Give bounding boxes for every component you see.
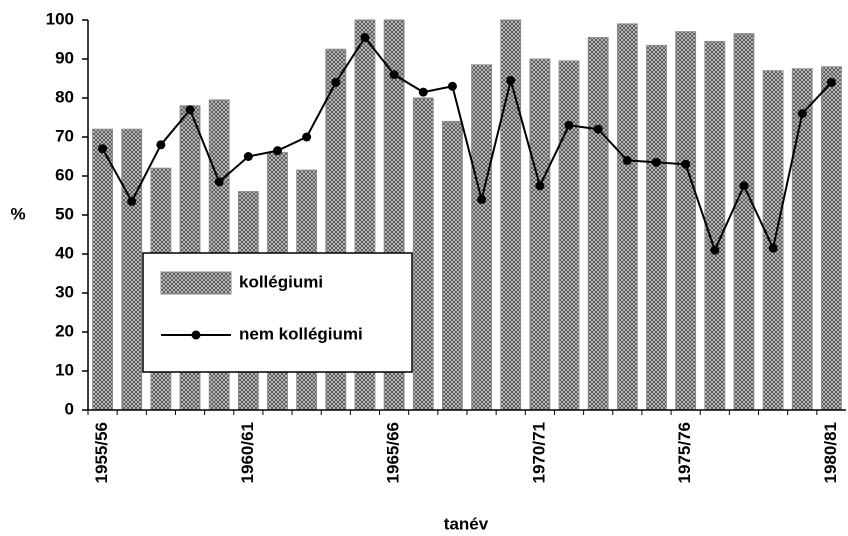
x-tick-label: 1960/61 xyxy=(238,422,257,483)
point xyxy=(302,132,312,142)
bar xyxy=(471,64,492,411)
bar xyxy=(791,68,813,411)
point xyxy=(564,120,574,130)
point xyxy=(389,70,399,80)
point xyxy=(127,196,137,206)
bar xyxy=(558,60,580,411)
point xyxy=(826,77,836,87)
legend-marker xyxy=(191,330,201,340)
line xyxy=(101,35,833,253)
point xyxy=(98,144,108,154)
bar xyxy=(733,33,755,411)
point xyxy=(681,159,691,169)
point xyxy=(593,124,603,134)
x-tick-label: 1980/81 xyxy=(821,422,840,483)
point xyxy=(768,243,778,253)
y-tick-label: 10 xyxy=(55,360,74,379)
point xyxy=(331,77,341,87)
x-axis-label: tanév xyxy=(444,514,489,533)
point xyxy=(360,33,370,43)
bar xyxy=(442,120,463,411)
point xyxy=(622,155,632,165)
bar xyxy=(412,97,434,411)
legend-label: kollégiumi xyxy=(239,272,323,291)
y-tick-label: 80 xyxy=(55,87,74,106)
y-tick-label: 60 xyxy=(55,165,74,184)
point xyxy=(506,75,516,85)
bar xyxy=(616,23,638,411)
bar xyxy=(821,66,842,411)
x-tick-label: 1965/66 xyxy=(384,422,403,483)
bar xyxy=(762,70,784,411)
point xyxy=(243,152,253,161)
bar xyxy=(529,58,551,411)
point xyxy=(652,157,661,167)
bar xyxy=(704,40,726,411)
point xyxy=(214,177,224,187)
bar xyxy=(587,37,609,411)
legend-label: nem kollégiumi xyxy=(239,324,363,343)
y-tick-label: 50 xyxy=(55,204,74,223)
point xyxy=(273,146,282,156)
y-tick-label: 20 xyxy=(55,321,74,340)
legend-box xyxy=(142,252,413,373)
y-tick-label: 100 xyxy=(46,9,74,28)
y-tick-label: 30 xyxy=(55,282,74,301)
point xyxy=(477,194,487,204)
bar xyxy=(675,31,697,411)
y-tick-label: 70 xyxy=(55,126,74,145)
point xyxy=(535,181,545,191)
y-tick-label: 0 xyxy=(65,399,74,418)
point xyxy=(156,140,166,150)
point xyxy=(797,109,807,119)
y-axis-label: % xyxy=(10,204,25,223)
bar xyxy=(646,44,667,411)
x-tick-label: 1955/56 xyxy=(92,422,111,483)
bar xyxy=(92,128,113,411)
x-tick-label: 1970/71 xyxy=(529,422,548,483)
point xyxy=(418,87,428,97)
point xyxy=(447,81,457,91)
y-tick-label: 40 xyxy=(55,243,74,262)
legend-swatch xyxy=(160,271,232,295)
point xyxy=(185,105,195,115)
point xyxy=(739,181,749,191)
point xyxy=(710,245,720,255)
y-tick-label: 90 xyxy=(55,48,74,67)
bar xyxy=(121,128,143,411)
x-tick-label: 1975/76 xyxy=(675,422,694,483)
